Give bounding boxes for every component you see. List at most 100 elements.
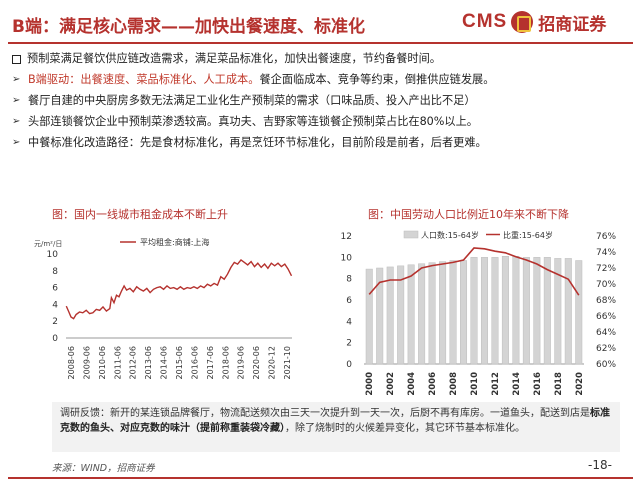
research-note: 调研反馈：新开的某连锁品牌餐厅，物流配送频次由三天一次提升到一天一次，后厨不再有… xyxy=(52,402,620,452)
y-right-tick-label: 74% xyxy=(596,248,616,258)
population-bar xyxy=(543,257,551,365)
legend-line-label: 比重:15-64岁 xyxy=(503,230,553,240)
bullet-text: B端驱动：出餐速度、菜品标准化、人工成本。 xyxy=(28,73,260,86)
y-right-tick-label: 60% xyxy=(596,360,616,370)
x-tick-label: 2002 xyxy=(386,372,396,396)
labor-share-line xyxy=(368,247,580,296)
legend-bar-label: 人口数:15-64岁 xyxy=(421,230,479,240)
population-bar xyxy=(575,260,583,365)
legend-bar-swatch xyxy=(403,230,419,239)
legend-label: 平均租金:商铺:上海 xyxy=(140,237,209,247)
x-tick-label: 2009-06 xyxy=(82,346,91,379)
labor-combo-chart: 0 2 4 6 8 10 12 60% 62% 64% 66% 68% 70% 72% 74% 76% 2000… xyxy=(341,230,617,396)
x-tick-label: 2018-06 xyxy=(221,346,230,379)
arrow-bullet-icon: ➢ xyxy=(12,95,21,106)
header: B端：满足核心需求——加快出餐速度、标准化 CMS 招商证券 xyxy=(0,0,641,44)
x-tick-label: 2017-06 xyxy=(206,346,215,379)
y-tick-label: 8 xyxy=(52,267,58,277)
y-right-tick-label: 62% xyxy=(596,344,616,354)
bullet-text: 餐厅自建的中央厨房多数无法满足工业化生产预制菜的需求（口味品质、投入产出比不足） xyxy=(28,94,476,107)
bullet-item: ➢ 餐厅自建的中央厨房多数无法满足工业化生产预制菜的需求（口味品质、投入产出比不足… xyxy=(12,94,632,115)
x-tick-label: 2010-06 xyxy=(98,346,107,379)
y-tick-label: 6 xyxy=(52,284,58,294)
population-bar xyxy=(460,260,468,365)
bullet-text: 头部连锁餐饮企业中预制菜渗透较高。真功夫、吉野家等连锁餐企预制菜占比在80%以上… xyxy=(28,115,478,128)
y-right-tick-label: 68% xyxy=(596,296,616,306)
x-tick-label: 2011-06 xyxy=(113,346,122,379)
y-tick-label: 10 xyxy=(47,250,59,260)
x-tick-label: 2012 xyxy=(491,372,501,396)
chart-title-labor: 图：中国劳动人口比例近10年来不断下降 xyxy=(368,208,569,221)
bullet-text: 预制菜满足餐饮供应链改造需求，满足菜品标准化，加快出餐速度，节约备餐时间。 xyxy=(27,52,441,65)
y-left-tick-label: 12 xyxy=(341,232,352,242)
y-left-tick-label: 2 xyxy=(346,339,352,349)
population-bar xyxy=(554,258,562,365)
arrow-bullet-icon: ➢ xyxy=(12,74,21,85)
x-tick-label: 2020-12 xyxy=(268,346,277,379)
source-note: 来源：WIND，招商证券 xyxy=(52,463,155,474)
x-tick-label: 2004 xyxy=(407,372,417,396)
rent-line-chart: 元/m²/日 0 2 4 6 8 10 2008-06 2009-06 2010-06 2011-0… xyxy=(34,237,293,379)
cms-logo-icon xyxy=(511,11,534,33)
x-tick-label: 2014-06 xyxy=(160,346,169,379)
x-tick-label: 2020 xyxy=(575,372,585,396)
population-bar xyxy=(470,257,478,365)
x-tick-label: 2008 xyxy=(449,372,459,396)
y-right-tick-label: 76% xyxy=(596,232,616,242)
bullet-list: 预制菜满足餐饮供应链改造需求，满足菜品标准化，加快出餐速度，节约备餐时间。 ➢ B端… xyxy=(12,52,632,157)
x-tick-label: 2021-10 xyxy=(283,346,292,379)
y-left-tick-label: 8 xyxy=(346,275,352,285)
population-bar xyxy=(501,256,509,365)
x-tick-label: 2012-06 xyxy=(129,346,138,379)
bullet-item: ➢ 头部连锁餐饮企业中预制菜渗透较高。真功夫、吉野家等连锁餐企预制菜占比在80%以… xyxy=(12,115,632,136)
x-tick-label: 2000 xyxy=(365,372,375,396)
x-tick-label: 2015-06 xyxy=(175,346,184,379)
population-bar xyxy=(428,262,436,365)
x-tick-label: 2018 xyxy=(554,372,564,396)
y-left-tick-label: 6 xyxy=(346,296,352,306)
bullet-item: 预制菜满足餐饮供应链改造需求，满足菜品标准化，加快出餐速度，节约备餐时间。 xyxy=(12,52,632,73)
y-tick-label: 2 xyxy=(52,317,58,327)
population-bar xyxy=(376,267,384,365)
y-left-tick-label: 10 xyxy=(341,253,353,263)
brand-logo: CMS 招商证券 xyxy=(462,9,606,35)
y-left-tick-label: 4 xyxy=(346,317,352,327)
population-bar xyxy=(439,261,447,365)
population-bar xyxy=(564,258,572,365)
square-bullet-icon xyxy=(12,55,21,64)
bullet-item: ➢ 中餐标准化改造路径：先是食材标准化，再是烹饪环节标准化，目前阶段是前者，后者更… xyxy=(12,136,632,157)
y-right-tick-label: 72% xyxy=(596,264,616,274)
note-text-2: ，除了烧制时的火候差异变化，其它环节基本标准化。 xyxy=(285,423,525,434)
arrow-bullet-icon: ➢ xyxy=(12,116,21,127)
title-divider xyxy=(8,42,633,44)
page-number: -18- xyxy=(588,458,612,472)
x-tick-label: 2006 xyxy=(428,372,438,396)
logo-name: 招商证券 xyxy=(538,14,607,35)
rent-series-line xyxy=(65,258,293,320)
y-axis-unit: 元/m²/日 xyxy=(34,240,62,248)
population-bar xyxy=(449,260,457,365)
population-bar xyxy=(512,256,520,365)
y-right-tick-label: 66% xyxy=(596,312,616,322)
x-tick-label: 2013-06 xyxy=(144,346,153,379)
population-bar xyxy=(491,257,499,365)
population-bar xyxy=(365,268,373,365)
x-tick-label: 2014 xyxy=(512,372,522,396)
population-bar xyxy=(397,265,405,365)
bullet-text: 中餐标准化改造路径：先是食材标准化，再是烹饪环节标准化，目前阶段是前者，后者更难… xyxy=(28,136,487,149)
chart-title-rent: 图：国内一线城市租金成本不断上升 xyxy=(52,208,228,221)
note-text-bold: 标准克数的鱼头、对应克数的味汁（提前称重装袋冷藏） xyxy=(60,408,610,434)
x-tick-label: 2008-06 xyxy=(67,346,76,379)
x-tick-label: 2016-06 xyxy=(190,346,199,379)
y-left-tick-label: 0 xyxy=(346,360,352,370)
bullet-item: ➢ B端驱动：出餐速度、菜品标准化、人工成本。 餐企面临成本、竞争等约束，倒推供应链… xyxy=(12,73,632,94)
y-right-tick-label: 70% xyxy=(596,280,616,290)
population-bar xyxy=(386,266,394,365)
x-tick-label: 2016 xyxy=(533,372,543,396)
note-text-1: 调研反馈：新开的某连锁品牌餐厅，物流配送频次由三天一次提升到一天一次，后厨不再有… xyxy=(60,408,590,419)
y-right-tick-label: 64% xyxy=(596,328,616,338)
population-bar xyxy=(522,257,530,365)
population-bar xyxy=(407,264,415,365)
arrow-bullet-icon: ➢ xyxy=(12,137,21,148)
population-bar xyxy=(418,263,426,365)
